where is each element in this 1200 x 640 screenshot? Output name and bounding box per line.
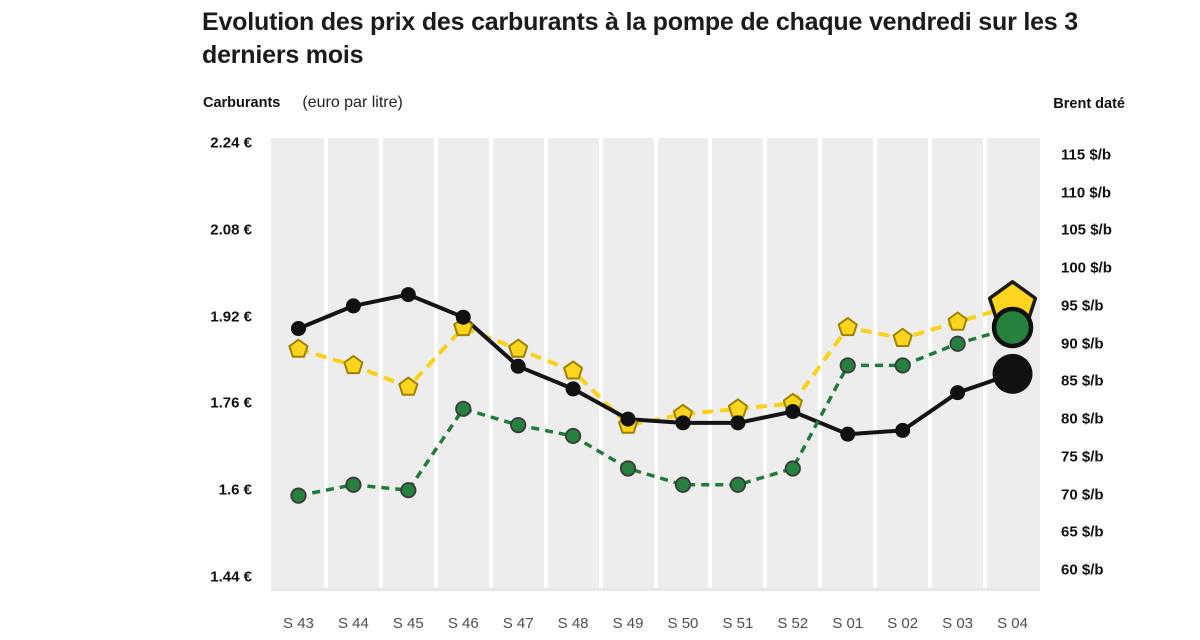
gridline <box>763 138 768 588</box>
x-axis-tick: S 48 <box>557 615 589 632</box>
x-axis-tick: S 46 <box>447 615 479 632</box>
right-axis-tick: 105 $/b <box>1061 221 1112 239</box>
gridline <box>873 138 878 588</box>
gridline <box>983 138 988 588</box>
left-axis-tick: 2.24 € <box>210 134 252 152</box>
left-axis-tick: 1.6 € <box>218 481 252 499</box>
x-axis-tick: S 49 <box>612 615 644 632</box>
right-axis-tick: 115 $/b <box>1061 146 1112 164</box>
left-axis-unit: (euro par litre) <box>302 94 403 111</box>
right-axis-tick: 100 $/b <box>1061 259 1112 277</box>
right-axis-tick: 95 $/b <box>1061 297 1104 315</box>
gridline <box>653 138 658 588</box>
left-axis-tick: 1.92 € <box>210 308 252 326</box>
x-axis-tick: S 43 <box>283 615 314 632</box>
x-axis-tick: S 03 <box>942 615 974 632</box>
x-axis-tick: S 02 <box>887 615 919 632</box>
right-axis-tick: 60 $/b <box>1061 561 1104 579</box>
right-axis-tick: 80 $/b <box>1061 410 1104 428</box>
right-axis-tick: 70 $/b <box>1061 486 1104 504</box>
left-axis-caption: Carburants (euro par litre) <box>203 94 403 112</box>
gridline <box>818 138 823 588</box>
gridline <box>543 138 548 588</box>
left-axis-tick: 2.08 € <box>210 221 252 239</box>
x-axis-tick: S 44 <box>337 615 369 632</box>
x-axis-tick: S 50 <box>667 615 699 632</box>
gridline <box>708 138 713 588</box>
x-axis-tick: S 45 <box>392 615 424 632</box>
plot-area <box>271 138 1040 591</box>
x-axis-tick: S 51 <box>722 615 754 632</box>
left-axis-tick: 1.76 € <box>210 394 252 412</box>
x-axis-tick: S 47 <box>502 615 534 632</box>
left-axis-tick: 1.44 € <box>210 568 252 586</box>
gridline <box>598 138 603 588</box>
gridline <box>433 138 438 588</box>
x-axis-tick: S 04 <box>997 615 1028 632</box>
x-axis-tick: S 52 <box>777 615 809 632</box>
right-axis-tick: 90 $/b <box>1061 335 1104 353</box>
gridline <box>928 138 933 588</box>
right-axis-tick: 75 $/b <box>1061 448 1104 466</box>
x-axis-tick: S 01 <box>832 615 864 632</box>
right-axis-tick: 85 $/b <box>1061 372 1104 390</box>
gridline <box>488 138 493 588</box>
right-axis-tick: 110 $/b <box>1061 184 1112 202</box>
gridline <box>378 138 383 588</box>
left-axis-title: Carburants <box>203 95 281 111</box>
gridline <box>323 138 328 588</box>
right-axis-tick: 65 $/b <box>1061 523 1104 541</box>
right-axis-title: Brent daté <box>1053 96 1125 112</box>
chart-title: Evolution des prix des carburants à la p… <box>202 8 1078 69</box>
